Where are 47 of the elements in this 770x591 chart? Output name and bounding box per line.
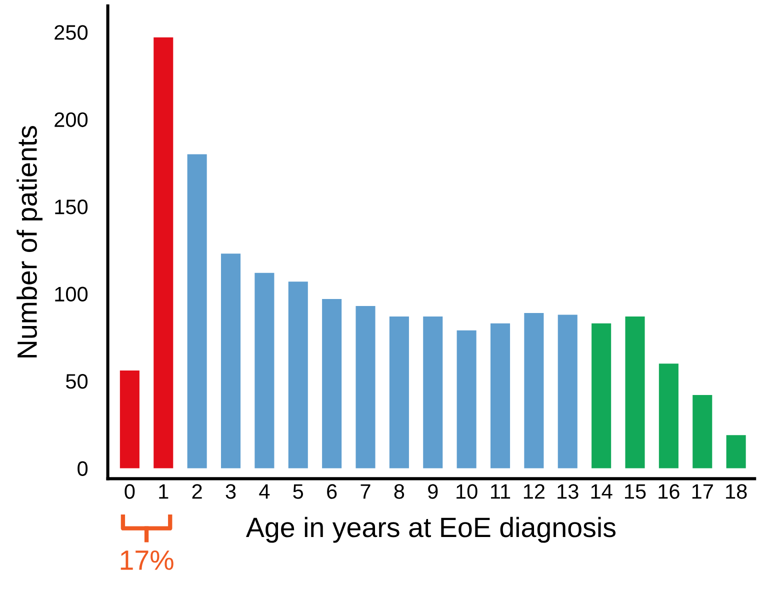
x-tick-label: 10 bbox=[456, 484, 478, 499]
bar bbox=[726, 435, 746, 468]
x-tick-label: 0 bbox=[124, 484, 135, 499]
y-tick-label: 200 bbox=[54, 112, 88, 128]
y-tick-label: 100 bbox=[55, 286, 88, 302]
bar bbox=[558, 314, 578, 468]
y-tick-label: 50 bbox=[66, 374, 88, 389]
y-tick-label: 150 bbox=[55, 200, 88, 214]
bar bbox=[625, 316, 645, 468]
y-axis-title: Number of patients bbox=[16, 126, 42, 358]
bar bbox=[288, 282, 308, 468]
y-tick-label: 0 bbox=[78, 461, 88, 476]
x-tick-label: 9 bbox=[428, 484, 438, 499]
text: 17% bbox=[120, 550, 174, 570]
x-tick-label: 4 bbox=[259, 484, 270, 499]
x-tick-label: 16 bbox=[658, 484, 680, 499]
bar bbox=[187, 154, 207, 468]
x-tick-label: 13 bbox=[558, 484, 578, 499]
bar bbox=[456, 330, 476, 468]
bar bbox=[356, 306, 376, 468]
bar bbox=[154, 37, 174, 468]
x-tick-label: 7 bbox=[360, 484, 370, 499]
bar bbox=[389, 316, 409, 468]
bar bbox=[322, 299, 342, 468]
x-tick-label: 6 bbox=[327, 484, 337, 499]
x-tick-label: 11 bbox=[491, 484, 510, 499]
x-tick-label: 5 bbox=[293, 484, 304, 499]
bar bbox=[490, 323, 510, 468]
bar bbox=[658, 364, 678, 468]
bar bbox=[423, 316, 443, 468]
x-tick-label: 12 bbox=[524, 484, 544, 499]
x-tick-label: 14 bbox=[591, 484, 612, 499]
bar bbox=[220, 254, 241, 468]
x-tick-label: 8 bbox=[394, 484, 404, 499]
bar bbox=[692, 394, 712, 468]
bar bbox=[254, 272, 274, 468]
x-tick-label: 3 bbox=[226, 484, 236, 499]
x-tick-label: 18 bbox=[726, 484, 747, 499]
bar bbox=[120, 370, 140, 468]
y-tick-label: 250 bbox=[54, 25, 88, 40]
x-axis-title: Age in years at EoE diagnosis bbox=[246, 516, 616, 543]
x-tick-label: 17 bbox=[692, 484, 713, 499]
x-tick-label: 15 bbox=[625, 484, 646, 499]
bar bbox=[524, 312, 544, 468]
bar bbox=[592, 323, 612, 468]
x-tick-label: 2 bbox=[192, 484, 202, 499]
x-tick-label: 1 bbox=[159, 484, 168, 499]
